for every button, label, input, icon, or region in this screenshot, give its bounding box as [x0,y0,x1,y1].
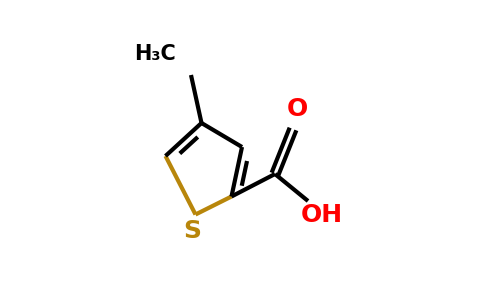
Text: O: O [287,98,308,122]
Text: H₃C: H₃C [134,44,176,64]
Text: S: S [183,219,201,243]
Text: OH: OH [301,202,343,226]
